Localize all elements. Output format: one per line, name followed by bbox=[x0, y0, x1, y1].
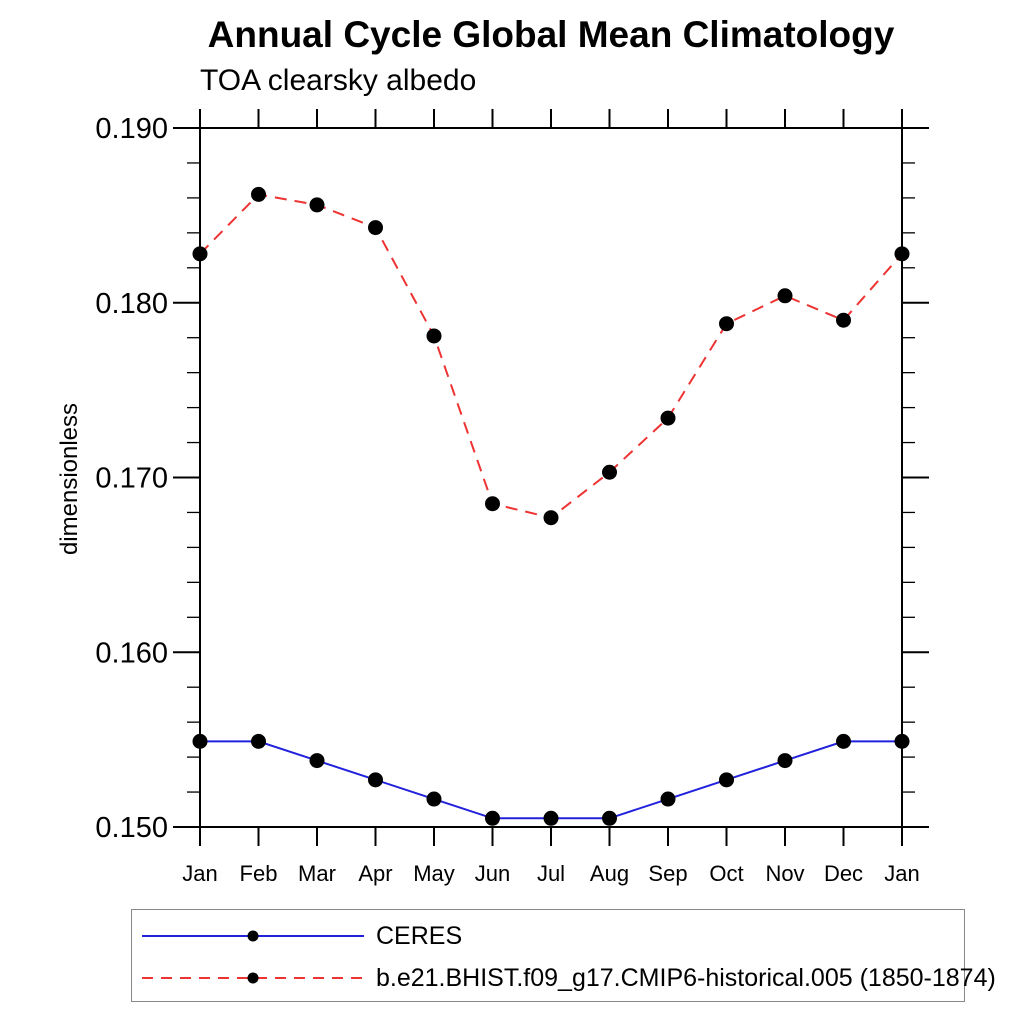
legend-label-model: b.e21.BHIST.f09_g17.CMIP6-historical.005… bbox=[376, 963, 996, 992]
chart-subtitle: TOA clearsky albedo bbox=[200, 64, 477, 97]
data-point bbox=[777, 753, 793, 769]
plot-frame bbox=[199, 127, 903, 828]
data-point bbox=[719, 316, 734, 332]
legend-sample-ceres-line bbox=[142, 930, 364, 942]
series-model-line bbox=[192, 186, 910, 526]
ceres-polyline bbox=[200, 740, 902, 820]
data-point bbox=[660, 791, 676, 807]
data-point bbox=[894, 733, 910, 749]
x-tick-label: Jul bbox=[537, 861, 565, 886]
x-tick-label: Feb bbox=[240, 861, 278, 886]
series-ceres-line bbox=[192, 733, 910, 826]
data-point bbox=[894, 246, 910, 262]
data-point bbox=[602, 464, 617, 480]
data-point bbox=[192, 733, 208, 749]
data-point bbox=[602, 810, 617, 826]
x-tick-label: Oct bbox=[709, 861, 743, 886]
y-tick-label: 0.180 bbox=[95, 288, 168, 320]
data-point bbox=[251, 186, 266, 202]
data-point bbox=[309, 197, 325, 213]
x-tick-label: Sep bbox=[648, 861, 687, 886]
legend-marker-dot bbox=[247, 972, 259, 984]
data-point bbox=[368, 220, 383, 236]
data-point bbox=[426, 791, 442, 807]
x-tick-label: Mar bbox=[298, 861, 336, 886]
y-tick-labels: 0.150 0.160 0.170 0.180 0.190 bbox=[95, 113, 168, 844]
x-tick-label: Dec bbox=[824, 861, 863, 886]
data-point bbox=[309, 753, 325, 769]
model-polyline bbox=[199, 193, 903, 519]
x-tick-labels: Jan Feb Mar Apr May Jun Jul Aug Sep Oct Nov Dec Jan bbox=[182, 861, 919, 886]
axes-frame bbox=[199, 127, 903, 828]
x-tick-label: Nov bbox=[765, 861, 804, 886]
data-point bbox=[660, 410, 676, 426]
y-tick-label: 0.170 bbox=[95, 463, 168, 495]
x-tick-label: Jan bbox=[884, 861, 919, 886]
data-point bbox=[836, 733, 851, 749]
x-tick-label: May bbox=[413, 861, 455, 886]
data-point bbox=[368, 772, 383, 788]
y-tick-label: 0.160 bbox=[95, 637, 168, 669]
data-point bbox=[719, 772, 734, 788]
x-tick-label: Jun bbox=[475, 861, 510, 886]
y-tick-label: 0.190 bbox=[95, 113, 168, 145]
data-point bbox=[426, 328, 442, 344]
legend-item-model: b.e21.BHIST.f09_g17.CMIP6-historical.005… bbox=[140, 963, 996, 992]
legend-sample-model-line bbox=[142, 972, 364, 984]
data-point bbox=[777, 288, 793, 304]
y-axis-ticks bbox=[173, 127, 929, 828]
data-point bbox=[485, 810, 500, 826]
y-tick-label: 0.150 bbox=[95, 812, 168, 844]
x-tick-label: Aug bbox=[590, 861, 629, 886]
chart-title: Annual Cycle Global Mean Climatology bbox=[207, 14, 895, 55]
data-point bbox=[485, 496, 500, 512]
legend-item-ceres: CERES bbox=[140, 921, 463, 950]
legend-box: CERES b.e21.BHIST.f09_g17.CMIP6-historic… bbox=[131, 909, 996, 1002]
legend-label-ceres: CERES bbox=[376, 921, 463, 950]
data-point bbox=[543, 510, 559, 526]
data-point bbox=[192, 246, 208, 262]
legend-marker-dot bbox=[247, 930, 259, 942]
x-tick-label: Apr bbox=[358, 861, 392, 886]
data-point bbox=[251, 733, 266, 749]
data-point bbox=[543, 810, 559, 826]
data-point bbox=[836, 312, 851, 328]
x-tick-label: Jan bbox=[182, 861, 217, 886]
x-axis-ticks bbox=[199, 109, 903, 846]
